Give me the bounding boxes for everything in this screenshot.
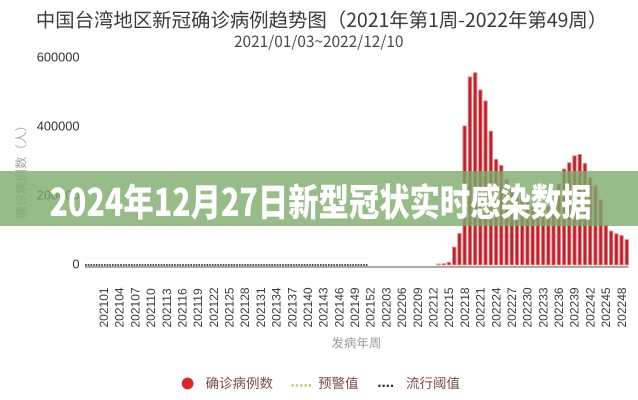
svg-text:202119: 202119 [191, 288, 205, 327]
svg-text:202122: 202122 [207, 287, 221, 327]
svg-text:202233: 202233 [536, 287, 550, 327]
svg-text:202113: 202113 [160, 288, 174, 327]
svg-text:202131: 202131 [254, 287, 268, 327]
svg-text:202125: 202125 [223, 287, 237, 327]
svg-text:202239: 202239 [568, 287, 582, 327]
svg-text:202206: 202206 [395, 287, 409, 327]
svg-text:202248: 202248 [615, 287, 629, 327]
svg-text:202212: 202212 [427, 287, 441, 327]
svg-text:202143: 202143 [317, 287, 331, 327]
svg-text:202203: 202203 [379, 287, 393, 327]
svg-text:202221: 202221 [474, 287, 488, 327]
svg-text:202209: 202209 [411, 287, 425, 327]
svg-text:202149: 202149 [348, 287, 362, 327]
svg-text:202104: 202104 [113, 287, 127, 327]
svg-text:202227: 202227 [505, 287, 519, 327]
svg-text:202224: 202224 [489, 287, 503, 327]
svg-text:202110: 202110 [144, 288, 158, 327]
svg-text:202116: 202116 [175, 288, 189, 327]
svg-text:202137: 202137 [285, 287, 299, 327]
svg-text:400000: 400000 [37, 118, 80, 133]
svg-text:202215: 202215 [442, 287, 456, 327]
svg-text:202242: 202242 [583, 287, 597, 327]
svg-text:202146: 202146 [332, 287, 346, 327]
svg-text:202218: 202218 [458, 287, 472, 327]
svg-text:202134: 202134 [270, 287, 284, 327]
svg-text:202152: 202152 [364, 287, 378, 327]
svg-text:202236: 202236 [552, 287, 566, 327]
svg-text:600000: 600000 [37, 50, 80, 65]
svg-text:202230: 202230 [521, 287, 535, 327]
svg-text:202245: 202245 [599, 287, 613, 327]
svg-text:202101: 202101 [97, 287, 111, 327]
svg-text:0: 0 [72, 257, 79, 272]
svg-text:202140: 202140 [301, 287, 315, 327]
svg-text:202128: 202128 [238, 287, 252, 327]
svg-text:202107: 202107 [128, 287, 142, 327]
